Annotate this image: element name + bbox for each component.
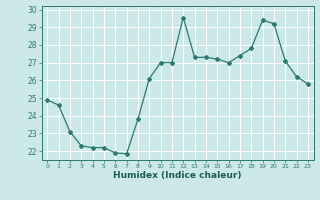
X-axis label: Humidex (Indice chaleur): Humidex (Indice chaleur) (113, 171, 242, 180)
